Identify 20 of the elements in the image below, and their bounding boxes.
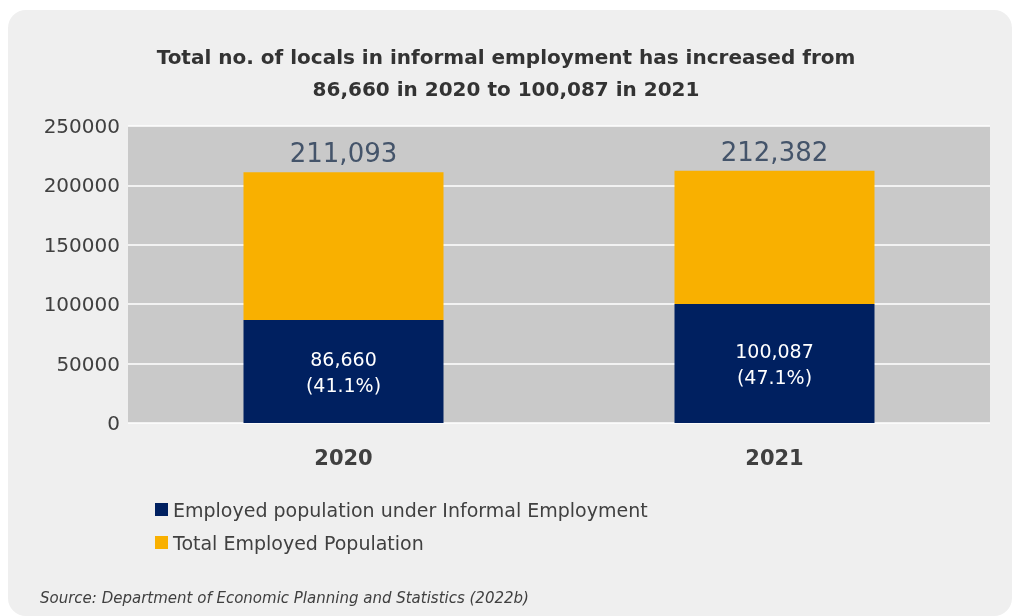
y-tick-label: 150000 — [43, 232, 120, 257]
total-label: 212,382 — [720, 136, 829, 167]
total-label: 211,093 — [289, 138, 398, 169]
legend-label: Total Employed Population — [172, 531, 424, 554]
y-tick-label: 100000 — [43, 292, 120, 317]
bar — [674, 304, 875, 423]
y-tick-label: 0 — [107, 411, 120, 435]
bar — [243, 320, 444, 423]
y-tick-label: 50000 — [56, 351, 120, 376]
bar — [674, 170, 875, 305]
x-tick-label: 2020 — [314, 445, 373, 470]
chart-title: Total no. of locals in informal employment has increased from 86,660 in 2020 to 100,087 in 2021 — [156, 45, 856, 101]
legend-label: Employed population under Informal Employment — [173, 498, 648, 521]
data-label: 86,660 (41.1%) — [305, 347, 382, 396]
x-tick-label: 2021 — [745, 445, 804, 470]
bar — [243, 172, 444, 321]
data-label: 100,087 (47.1%) — [735, 339, 814, 388]
y-tick-label: 250000 — [43, 114, 120, 138]
source-note: Source: Department of Economic Planning and Statistics (2022b) — [40, 588, 529, 607]
y-tick-label: 200000 — [43, 173, 120, 198]
